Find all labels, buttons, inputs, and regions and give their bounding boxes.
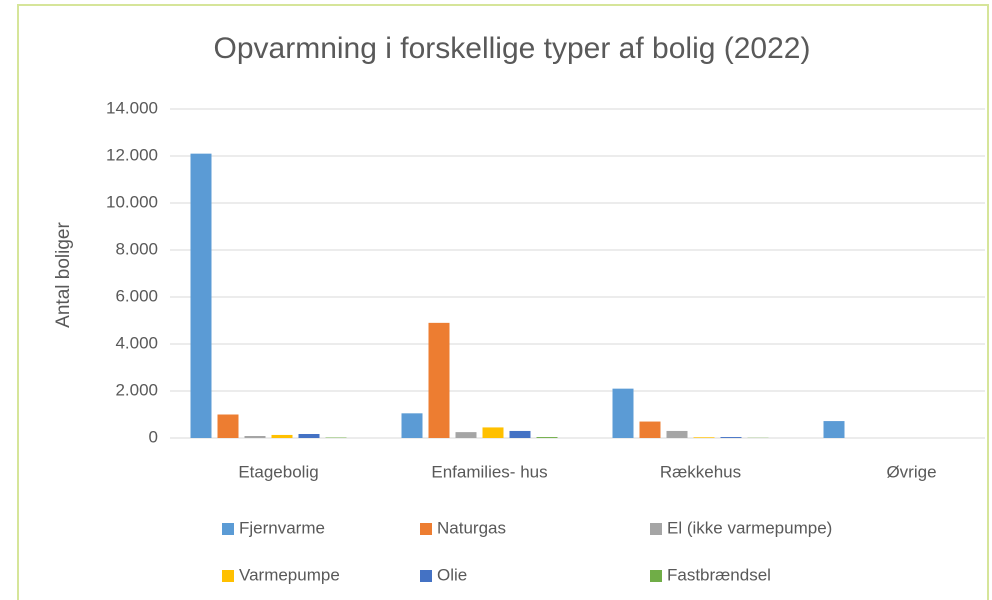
bar (482, 427, 504, 438)
y-tick-label: 14.000 (106, 98, 158, 117)
legend-swatch (650, 570, 662, 582)
bar (693, 437, 715, 438)
legend-label: Naturgas (437, 518, 506, 537)
bar (509, 430, 531, 438)
legend-label: Fjernvarme (239, 518, 325, 537)
bar (612, 388, 634, 438)
y-tick-label: 10.000 (106, 192, 158, 211)
bar (244, 436, 266, 438)
bar (190, 153, 212, 438)
legend-label: Olie (437, 565, 467, 584)
bar (428, 322, 450, 438)
y-tick-label: 12.000 (106, 145, 158, 164)
y-tick-label: 8.000 (115, 239, 158, 258)
legend-swatch (650, 523, 662, 535)
x-tick-label: Enfamilies- hus (431, 462, 547, 481)
bar (298, 434, 320, 438)
y-tick-label: 0 (149, 427, 158, 446)
bar (271, 434, 293, 438)
chart-title: Opvarmning i forskellige typer af bolig … (214, 32, 811, 65)
bar (823, 421, 845, 438)
bar (720, 437, 742, 438)
legend-swatch (420, 570, 432, 582)
bar (536, 437, 558, 438)
y-tick-label: 6.000 (115, 286, 158, 305)
chart-border (17, 4, 989, 600)
legend-swatch (222, 523, 234, 535)
y-tick-label: 4.000 (115, 333, 158, 352)
x-tick-label: Etagebolig (238, 462, 318, 481)
bar (455, 432, 477, 438)
legend-label: El (ikke varmepumpe) (667, 518, 832, 537)
x-tick-label: Øvrige (886, 462, 936, 481)
legend-swatch (222, 570, 234, 582)
legend-swatch (420, 523, 432, 535)
legend-label: Varmepumpe (239, 565, 340, 584)
bar (666, 430, 688, 438)
bar (639, 421, 661, 438)
x-tick-label: Rækkehus (660, 462, 741, 481)
legend-label: Fastbrændsel (667, 565, 771, 584)
y-tick-label: 2.000 (115, 380, 158, 399)
y-axis-label: Antal boliger (53, 222, 74, 328)
bar (217, 414, 239, 438)
bar (401, 413, 423, 438)
